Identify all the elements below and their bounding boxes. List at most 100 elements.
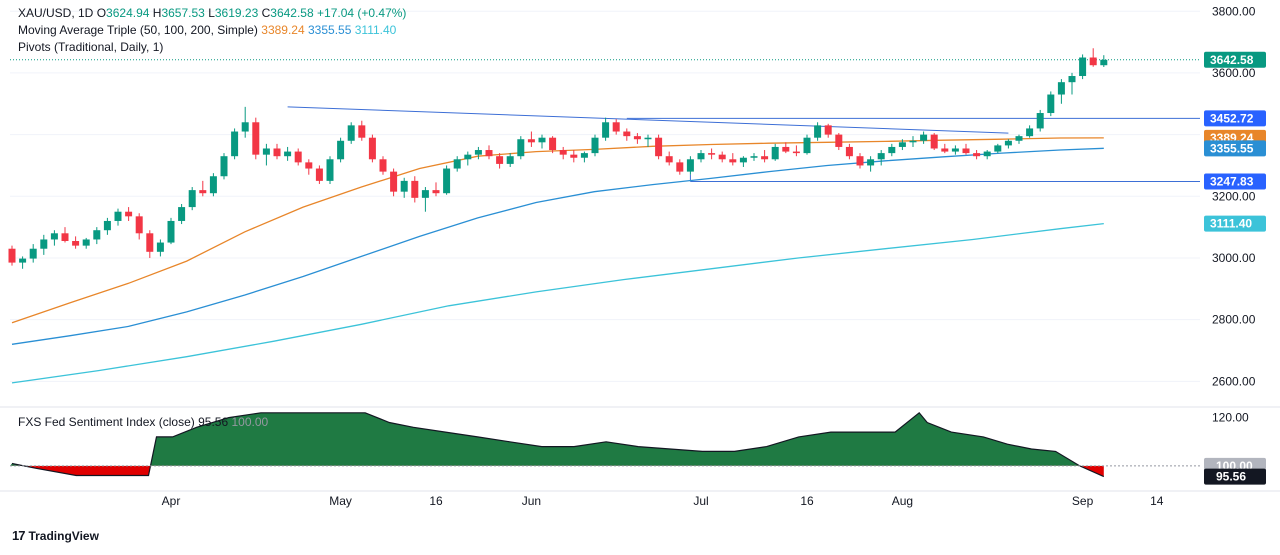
candle-body — [209, 176, 217, 194]
candle-body — [474, 150, 482, 155]
candle-body — [347, 125, 355, 141]
time-tick-label: 14 — [1150, 494, 1164, 508]
candle-body — [8, 248, 16, 263]
sentiment-legend[interactable]: FXS Fed Sentiment Index (close) 95.56 10… — [18, 413, 268, 431]
candle-body — [506, 156, 514, 164]
time-tick-label: May — [329, 494, 352, 508]
price-badge-label: 3247.83 — [1210, 175, 1254, 189]
time-tick-label: 16 — [429, 494, 443, 508]
ma-line-ma50 — [11, 137, 1104, 324]
candle-body — [432, 190, 440, 194]
price-badge-label: 3642.58 — [1210, 53, 1254, 67]
candle-body — [368, 137, 376, 160]
sentiment-badge — [1204, 468, 1266, 485]
sentiment-label: FXS Fed Sentiment Index (close) — [18, 415, 195, 429]
time-tick-label: Aug — [892, 494, 913, 508]
symbol-label[interactable]: XAU/USD, 1D — [18, 6, 94, 20]
candle-body — [527, 139, 535, 143]
candle-body — [358, 125, 366, 138]
candle-body — [665, 156, 673, 163]
candle-body — [1047, 94, 1055, 114]
candle-body — [400, 180, 408, 192]
ma-legend[interactable]: Moving Average Triple (50, 100, 200, Sim… — [18, 21, 396, 39]
candle-body — [284, 151, 292, 157]
candle-body — [72, 241, 80, 246]
candle-body — [135, 216, 143, 234]
candle-body — [1089, 57, 1097, 66]
candle-body — [485, 150, 493, 157]
candle-body — [61, 233, 69, 242]
candle-body — [82, 239, 90, 246]
candle-body — [729, 159, 737, 163]
open-value: 3624.94 — [106, 6, 150, 20]
price-tick-label: 3000.00 — [1212, 251, 1256, 265]
price-badge — [1204, 51, 1266, 68]
candle-body — [898, 142, 906, 147]
candle-body — [708, 153, 716, 155]
sentiment-value: 95.56 — [198, 415, 229, 429]
pivots-legend[interactable]: Pivots (Traditional, Daily, 1) — [18, 38, 163, 56]
candle-body — [188, 190, 196, 208]
candle-body — [771, 146, 779, 160]
candle-body — [1015, 136, 1023, 141]
candle-body — [994, 145, 1002, 152]
candle-body — [273, 148, 281, 157]
candle-body — [421, 190, 429, 198]
sentiment-ref-value: 100.00 — [231, 415, 269, 429]
candle-body — [1036, 113, 1044, 129]
candle-body — [686, 159, 694, 172]
sentiment-badge-label: 95.56 — [1216, 470, 1246, 484]
candle-body — [580, 153, 588, 158]
candle-body — [453, 159, 461, 169]
time-tick-label: Jul — [693, 494, 708, 508]
time-tick-label: Sep — [1072, 494, 1094, 508]
candle-body — [326, 159, 334, 181]
candle-body — [973, 153, 981, 157]
candle-body — [464, 154, 472, 160]
time-tick-label: Apr — [162, 494, 181, 508]
candle-body — [252, 122, 260, 155]
candle-body — [930, 134, 938, 149]
candle-body — [951, 148, 959, 152]
low-label: L — [208, 6, 215, 20]
candle-body — [538, 137, 546, 143]
candle-body — [803, 137, 811, 154]
candle-body — [962, 148, 970, 154]
candle-body — [1100, 59, 1108, 66]
ma200-value: 3111.40 — [354, 23, 397, 37]
candle-body — [379, 159, 387, 172]
candle-body — [644, 137, 652, 140]
candle-body — [676, 162, 684, 172]
candle-body — [178, 207, 186, 221]
candle-body — [315, 168, 323, 181]
price-tick-label: 2600.00 — [1212, 374, 1256, 388]
ma100-value: 3355.55 — [308, 23, 352, 37]
tradingview-brand[interactable]: 17 TradingView — [12, 528, 99, 543]
candle-body — [1004, 140, 1012, 146]
candle-body — [559, 150, 567, 155]
candle-body — [156, 242, 164, 252]
candle-body — [241, 122, 249, 132]
candle-body — [739, 157, 747, 163]
candle-body — [824, 125, 832, 135]
price-tick-label: 2800.00 — [1212, 313, 1256, 327]
ma-line-ma200 — [11, 222, 1104, 384]
candle-body — [262, 148, 270, 155]
candle-body — [50, 233, 58, 240]
candle-body — [517, 139, 525, 157]
candle-body — [305, 162, 313, 169]
time-tick-label: Jun — [522, 494, 541, 508]
tradingview-logo-icon: 17 — [12, 528, 26, 543]
price-badge — [1204, 215, 1266, 232]
brand-name: TradingView — [28, 528, 99, 543]
candle-body — [814, 125, 822, 138]
ohlc-legend: XAU/USD, 1D O3624.94 H3657.53 L3619.23 C… — [18, 4, 406, 22]
price-badge — [1204, 140, 1266, 157]
ma-line-ma100 — [11, 147, 1104, 345]
low-value: 3619.23 — [214, 6, 259, 20]
candle-body — [941, 148, 949, 152]
price-tick-label: 3200.00 — [1212, 189, 1256, 203]
price-badge — [1204, 173, 1266, 190]
